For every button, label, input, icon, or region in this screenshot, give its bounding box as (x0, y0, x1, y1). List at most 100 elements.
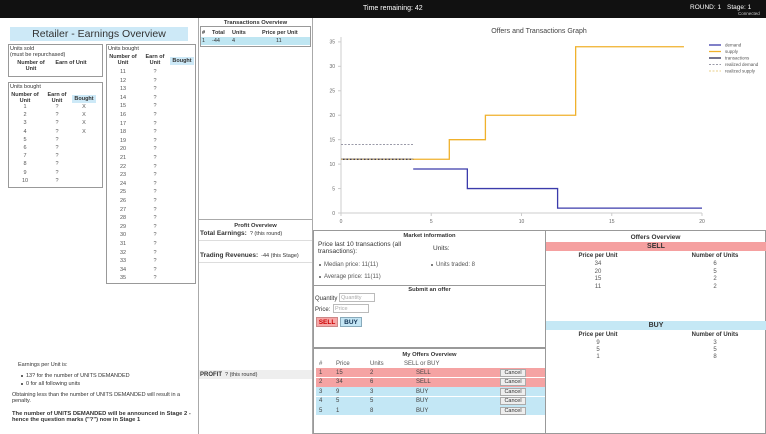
announcement: The number of UNITS DEMANDED will be ann… (12, 411, 191, 424)
table-cell: 15 (119, 103, 127, 110)
column-header: Price per Unit (578, 253, 618, 259)
table-cell: 11 (276, 38, 282, 44)
price-input[interactable]: Price (333, 304, 369, 313)
table-cell: 19 (119, 137, 127, 144)
table-cell: 4 (232, 38, 236, 44)
column-header: Price per Unit (578, 332, 618, 338)
table-cell: ? (153, 172, 157, 179)
table-cell: 35 (119, 275, 127, 282)
table-cell: 1 (319, 369, 323, 376)
price-heading: Price last 10 transactions (all transact… (318, 241, 402, 256)
table-cell: 5 (713, 268, 717, 275)
cancel-button[interactable]: Cancel (500, 378, 526, 387)
table-cell: 2 (23, 112, 27, 119)
table-cell: 31 (119, 241, 127, 247)
cancel-button[interactable]: Cancel (500, 368, 526, 377)
table-cell: 4 (319, 398, 323, 405)
earnings-heading: Earnings per Unit is: (18, 362, 68, 368)
units-heading: Units: (433, 245, 450, 252)
table-cell: 13 (119, 86, 127, 93)
field-label: Quantity (315, 296, 338, 302)
table-cell: 30 (119, 232, 127, 239)
profit-line: Trading Revenues: -44 (this Stage) (200, 252, 299, 260)
table-cell: 9 (23, 169, 27, 176)
units-bought-box (106, 44, 196, 284)
penalty-note: Obtaining less than the number of UNITS … (12, 392, 181, 405)
table-cell: 1 (202, 38, 206, 44)
table-cell: X (82, 120, 86, 127)
buy-button[interactable]: BUY (340, 317, 362, 327)
table-cell: X (82, 112, 86, 119)
transaction-row (201, 37, 310, 45)
table-cell: 3 (319, 388, 323, 395)
x-tick-label: 10 (519, 219, 525, 225)
table-cell: ? (153, 137, 157, 144)
top-bar (0, 0, 766, 18)
table-cell: 6 (713, 261, 717, 267)
table-cell: 26 (119, 198, 127, 204)
table-cell: -44 (212, 38, 220, 44)
table-cell: 28 (119, 215, 127, 222)
table-cell: 32 (119, 249, 127, 256)
column-header: # (319, 361, 323, 367)
table-cell: 1 (596, 354, 600, 360)
cancel-button[interactable]: Cancel (500, 406, 526, 415)
column-header: Bought (170, 57, 194, 66)
legend-label: realized demand (725, 62, 759, 67)
cancel-button[interactable]: Cancel (500, 387, 526, 396)
units-bought-box (8, 82, 103, 188)
table-cell: ? (153, 112, 157, 118)
table-cell: 10 (21, 177, 29, 184)
caption: Units bought (108, 46, 139, 52)
column-header: Price (336, 361, 350, 367)
table-cell: ? (153, 103, 157, 110)
units-sold-box (8, 44, 103, 77)
column-header: Units (232, 30, 246, 36)
table-cell: 18 (119, 129, 127, 136)
table-cell: 11 (120, 69, 126, 75)
column-header: Number of Units (691, 253, 739, 259)
legend-label: demand (725, 43, 742, 48)
transactions-table (200, 26, 311, 47)
table-cell: BUY (416, 388, 429, 395)
sell-button[interactable]: SELL (316, 317, 338, 327)
offer-row (316, 396, 545, 406)
y-tick-label: 25 (329, 89, 335, 95)
y-tick-label: 10 (329, 162, 335, 168)
y-tick-label: 30 (329, 64, 335, 70)
table-cell: ? (153, 69, 157, 75)
table-cell: 8 (370, 407, 374, 414)
table-cell: ? (55, 145, 59, 151)
table-cell: ? (55, 177, 59, 184)
table-cell: ? (153, 189, 157, 196)
earnings-panel (0, 18, 199, 434)
table-cell: ? (153, 163, 157, 170)
column-header: Number of Units (691, 332, 739, 338)
quantity-input[interactable]: Quantity (339, 293, 375, 302)
offer-row (316, 368, 545, 377)
table-cell: 17 (119, 120, 127, 127)
table-cell: 34 (594, 261, 602, 267)
table-cell: 34 (119, 266, 127, 273)
column-header: Units (370, 361, 384, 367)
table-cell: 5 (713, 347, 717, 353)
cancel-button[interactable]: Cancel (500, 397, 526, 406)
table-cell: 14 (119, 94, 127, 101)
table-cell: 34 (336, 379, 343, 386)
table-cell: 25 (119, 189, 127, 196)
table-cell: 7 (23, 153, 27, 160)
bullet-dot (319, 276, 321, 278)
panel-title: Submit an offer (408, 287, 451, 293)
x-tick-label: 0 (340, 219, 343, 225)
chart-title: Offers and Transactions Graph (491, 28, 587, 35)
stage: Stage: 1 (727, 4, 752, 11)
column-header: # (202, 30, 206, 36)
column-header: Earn of Unit (55, 60, 87, 66)
label: Total Earnings: (200, 230, 247, 237)
panel-title: Transactions Overview (223, 20, 288, 26)
bullet-dot (21, 375, 23, 377)
table-cell: ? (153, 155, 157, 161)
earnings-title: Retailer - Earnings Overview (10, 27, 188, 41)
table-cell: 33 (119, 258, 127, 265)
